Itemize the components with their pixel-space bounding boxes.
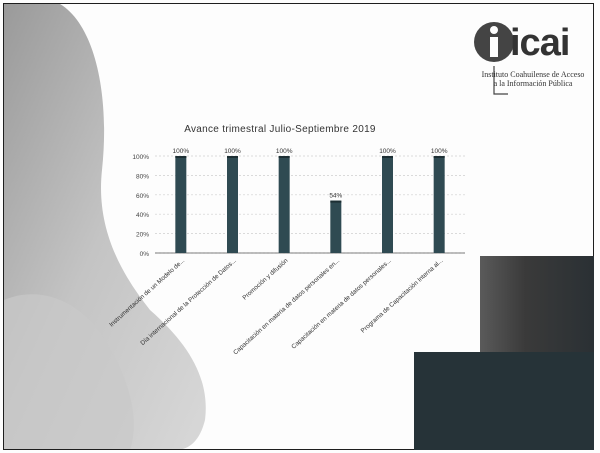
- dark-block: [414, 352, 594, 450]
- category-label: Capacitación en materia de datos persona…: [290, 257, 393, 350]
- category-label: Día internacional de la Protección de Da…: [139, 257, 238, 347]
- y-tick-label: 0%: [140, 251, 150, 258]
- category-label: Programa de Capacitación Interna al...: [360, 257, 445, 335]
- bar: [278, 156, 290, 253]
- bar-top: [278, 156, 290, 158]
- logo-subtitle-line2: a la Información Pública: [493, 79, 573, 88]
- category-label: Capacitación en materia de datos persona…: [232, 257, 341, 356]
- icai-logo-emblem: [474, 22, 514, 95]
- bar: [175, 156, 187, 253]
- data-label: 100%: [431, 148, 448, 155]
- data-label: 54%: [329, 193, 342, 200]
- chart-title: Avance trimestral Julio-Septiembre 2019: [184, 124, 376, 135]
- data-label: 100%: [379, 148, 396, 155]
- data-label: 100%: [173, 148, 190, 155]
- y-tick-label: 20%: [136, 232, 149, 239]
- dark-gradient-block: [480, 256, 594, 354]
- category-label: Promoción y difusión: [241, 257, 289, 302]
- y-tick-label: 100%: [132, 154, 149, 161]
- bar-top: [382, 156, 393, 158]
- data-label: 100%: [224, 148, 241, 155]
- y-tick-label: 40%: [136, 212, 149, 219]
- bar-top: [175, 156, 187, 158]
- bar: [382, 156, 393, 253]
- bar-top: [330, 200, 342, 203]
- bar-top: [227, 156, 238, 158]
- data-label: 100%: [276, 148, 293, 155]
- logo-wordmark: icai: [510, 22, 570, 64]
- logo-subtitle-line1: Instituto Coahuilense de Acceso: [481, 70, 585, 79]
- bar-top: [433, 156, 445, 158]
- page-border: [3, 3, 594, 450]
- bar: [433, 156, 445, 253]
- y-tick-label: 60%: [136, 193, 149, 200]
- bar: [330, 200, 342, 253]
- logo-subtitle: Instituto Coahuilense de Acceso a la Inf…: [470, 70, 596, 88]
- bar: [227, 156, 238, 253]
- y-tick-label: 80%: [136, 173, 149, 180]
